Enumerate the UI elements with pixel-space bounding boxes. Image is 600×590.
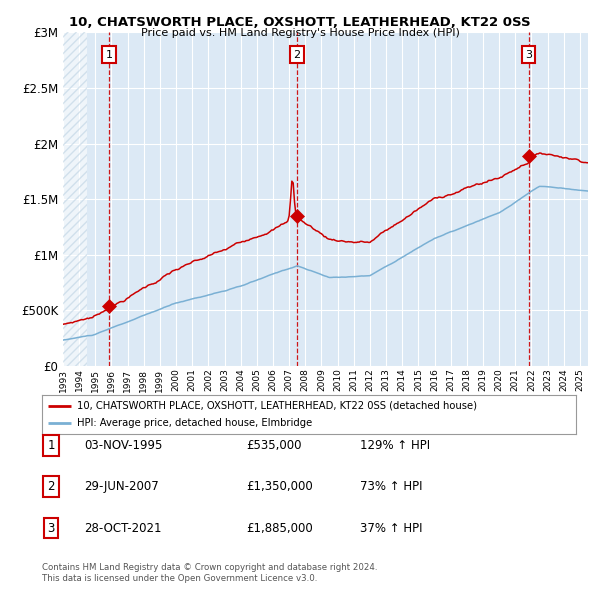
Text: 2: 2 [47,480,55,493]
Text: 3: 3 [47,522,55,535]
Text: HPI: Average price, detached house, Elmbridge: HPI: Average price, detached house, Elmb… [77,418,312,428]
Text: £1,350,000: £1,350,000 [246,480,313,493]
Text: Price paid vs. HM Land Registry's House Price Index (HPI): Price paid vs. HM Land Registry's House … [140,28,460,38]
Text: 28-OCT-2021: 28-OCT-2021 [84,522,161,535]
Text: 37% ↑ HPI: 37% ↑ HPI [360,522,422,535]
Bar [63,32,87,366]
Text: Contains HM Land Registry data © Crown copyright and database right 2024.: Contains HM Land Registry data © Crown c… [42,563,377,572]
Text: 3: 3 [525,50,532,60]
Text: £535,000: £535,000 [246,439,302,452]
Text: 1: 1 [106,50,112,60]
Text: 73% ↑ HPI: 73% ↑ HPI [360,480,422,493]
Text: 03-NOV-1995: 03-NOV-1995 [84,439,163,452]
Text: £1,885,000: £1,885,000 [246,522,313,535]
Text: 1: 1 [47,439,55,452]
Text: This data is licensed under the Open Government Licence v3.0.: This data is licensed under the Open Gov… [42,573,317,583]
Text: 10, CHATSWORTH PLACE, OXSHOTT, LEATHERHEAD, KT22 0SS (detached house): 10, CHATSWORTH PLACE, OXSHOTT, LEATHERHE… [77,401,477,411]
Text: 129% ↑ HPI: 129% ↑ HPI [360,439,430,452]
Text: 2: 2 [293,50,301,60]
Text: 10, CHATSWORTH PLACE, OXSHOTT, LEATHERHEAD, KT22 0SS: 10, CHATSWORTH PLACE, OXSHOTT, LEATHERHE… [69,16,531,29]
Text: 29-JUN-2007: 29-JUN-2007 [84,480,159,493]
